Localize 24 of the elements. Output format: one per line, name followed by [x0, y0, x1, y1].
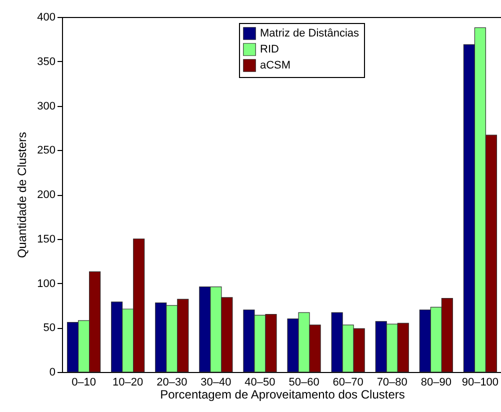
x-tick-label: 0–10 — [72, 376, 96, 388]
x-tick-label: 30–40 — [200, 376, 232, 388]
y-axis-title: Quantidade de Clusters — [15, 132, 30, 258]
x-tick-label: 70–80 — [376, 376, 408, 388]
y-tick-label: 350 — [37, 56, 56, 68]
y-tick-label: 200 — [37, 189, 56, 201]
y-tick-label: 0 — [49, 366, 56, 378]
legend-label: RID — [260, 44, 279, 56]
y-tick-label: 250 — [37, 144, 56, 157]
x-tick-label: 50–60 — [288, 376, 320, 388]
x-axis-title: Porcentagem de Aproveitamento dos Clusters — [160, 388, 405, 402]
legend-label: aCSM — [260, 60, 291, 72]
x-tick-label: 10–20 — [112, 376, 144, 388]
y-tick-label: 300 — [37, 100, 56, 112]
x-tick-label: 20–30 — [156, 376, 188, 388]
y-tick-label: 150 — [37, 233, 56, 246]
y-tick-label: 400 — [37, 12, 56, 24]
legend-label: Matriz de Distâncias — [260, 28, 360, 40]
x-tick-label: 60–70 — [332, 376, 364, 388]
y-tick-label: 50 — [43, 322, 56, 334]
y-tick-label: 100 — [37, 278, 56, 290]
x-tick-label: 80–90 — [420, 376, 452, 388]
x-tick-label: 90–100 — [462, 376, 499, 388]
x-tick-label: 40–50 — [244, 376, 276, 388]
